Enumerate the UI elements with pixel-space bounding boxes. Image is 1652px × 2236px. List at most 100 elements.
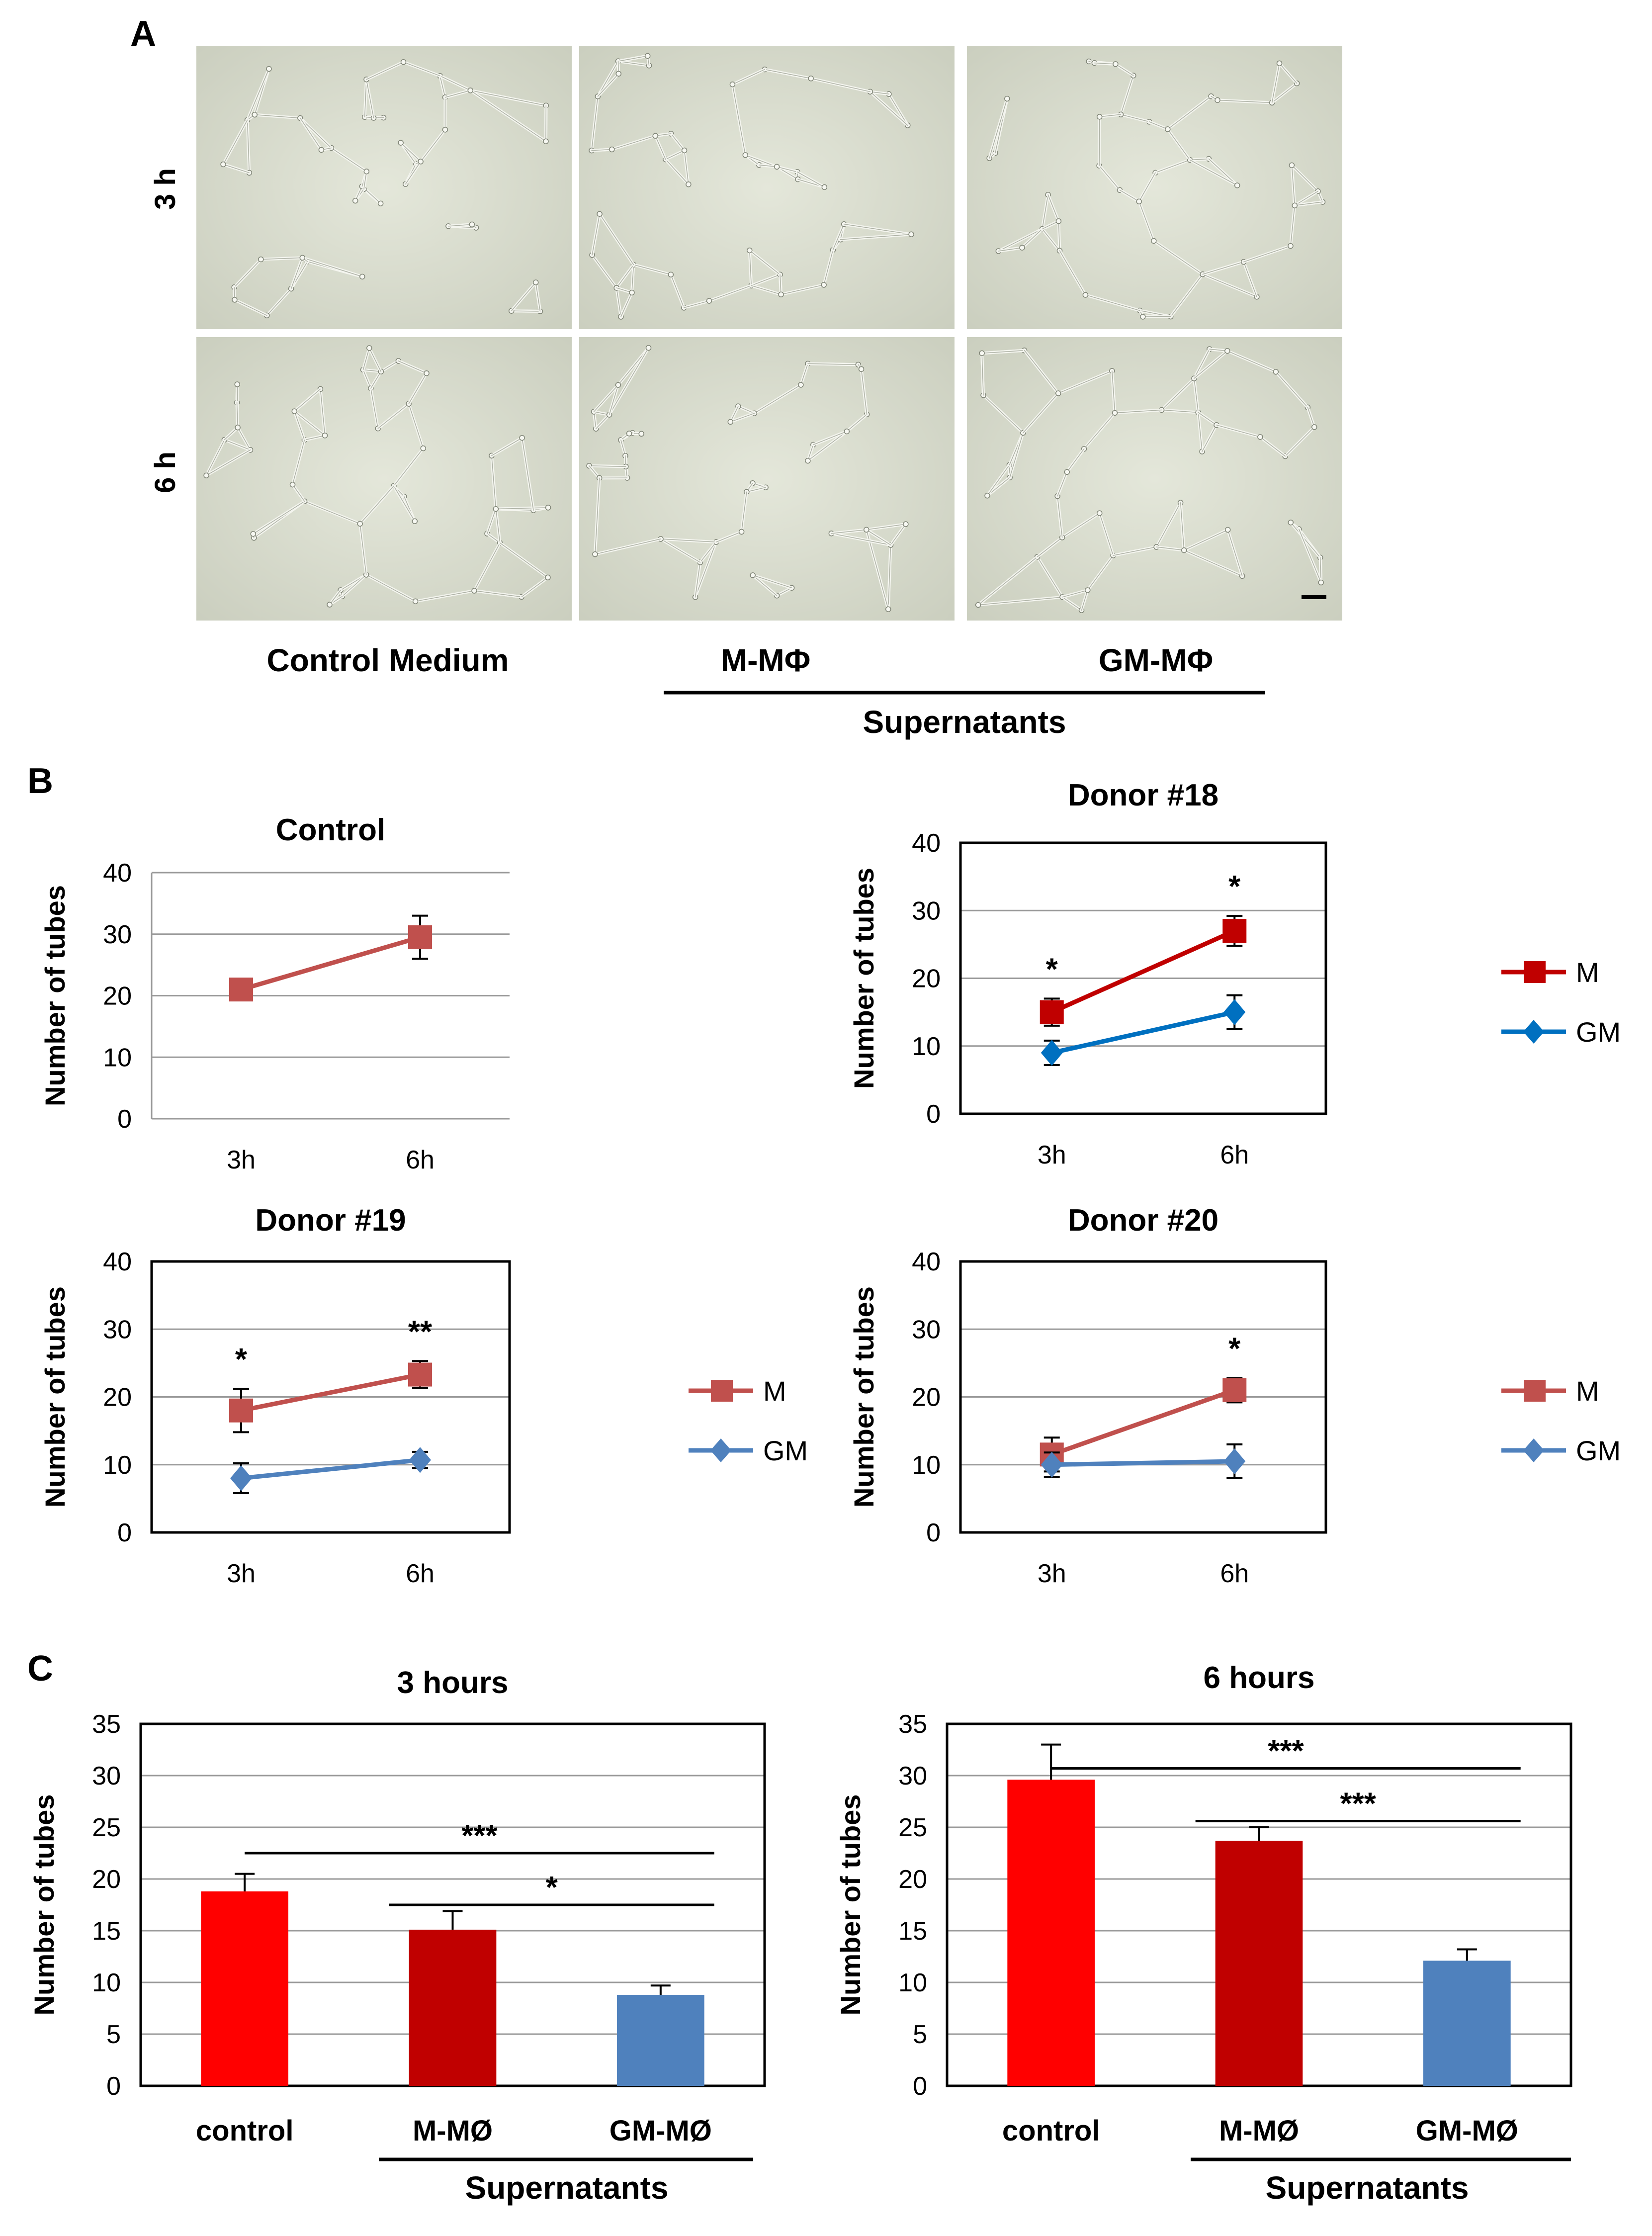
tube-network	[986, 58, 1326, 320]
cell-node	[808, 76, 814, 82]
chart-title: Donor #19	[255, 1203, 406, 1238]
cell-node	[469, 221, 475, 228]
cell-node	[778, 291, 784, 297]
tube-edge	[1260, 437, 1286, 457]
cell-node	[471, 588, 477, 594]
cell-node	[1055, 218, 1062, 224]
tube-edge	[1024, 350, 1059, 394]
cell-node	[1257, 434, 1263, 440]
y-tick-label: 5	[913, 2020, 927, 2049]
series-line-m	[1050, 929, 1236, 1014]
cell-node	[885, 606, 891, 612]
chart-title: Control	[276, 813, 385, 847]
tube-edge	[670, 274, 685, 308]
tube-edge	[1183, 549, 1243, 577]
cell-node	[1292, 202, 1298, 209]
tube-edge	[304, 435, 326, 441]
tube-edge	[234, 299, 267, 316]
y-tick-label: 40	[103, 1248, 132, 1276]
tube-edge	[866, 529, 891, 545]
bar-chart-3-hours: 3 hours 0 5 10 15 20 25 30 35 Number of tubes cont…	[28, 1666, 766, 2147]
tube-edge	[365, 574, 416, 602]
tube-edge	[1156, 502, 1181, 547]
y-tick-label: 10	[103, 1451, 132, 1480]
x-tick-label: 6h	[406, 1146, 435, 1174]
y-tick-label: 40	[103, 859, 132, 888]
cell-node	[1311, 424, 1317, 430]
tube-edge	[369, 348, 382, 372]
tube-edge	[398, 360, 427, 374]
cell-node	[352, 197, 358, 204]
tube-edge	[380, 360, 399, 372]
data-point-m	[1222, 919, 1247, 943]
micrograph-3h-gm-mphi	[967, 46, 1342, 329]
tube-edge	[732, 84, 746, 156]
cell-node	[798, 382, 804, 388]
cell-node	[1112, 410, 1118, 416]
tube-edge	[362, 348, 370, 370]
tube-edge	[1217, 99, 1273, 103]
tube-edge	[377, 403, 409, 429]
y-tick-label: 40	[912, 829, 941, 858]
x-tick-label: GM-MØ	[1416, 2115, 1518, 2147]
tube-edge	[1155, 159, 1191, 174]
tube-edge	[1138, 201, 1154, 242]
tube-edge	[470, 90, 547, 106]
y-tick-label: 0	[106, 2072, 121, 2101]
cell-node	[220, 161, 226, 168]
tube-edge	[998, 228, 1043, 252]
supernatants-label-c1: Supernatants	[465, 2170, 669, 2206]
tube-edge	[1279, 63, 1298, 84]
panel-b: B Control 0 10 20 30 40 Number of tubes 3h 6h Do…	[27, 761, 1621, 1588]
tube-edge	[1099, 165, 1121, 191]
tube-edge	[206, 449, 251, 476]
cell-node	[681, 147, 688, 154]
tube-edge	[609, 347, 649, 415]
tube-edge	[1209, 349, 1228, 352]
cell-node	[363, 169, 370, 175]
tube-edge	[730, 413, 755, 423]
tube-edge	[1243, 245, 1291, 263]
cell-node	[442, 127, 448, 133]
tube-edge	[1022, 228, 1043, 248]
tube-edge	[363, 171, 367, 190]
cell-node	[1096, 114, 1103, 120]
cell-node	[821, 282, 827, 288]
tube-edge	[302, 257, 363, 277]
cell-node	[258, 256, 264, 263]
tube-edge	[439, 75, 446, 98]
x-tick-label: 6h	[1220, 1559, 1249, 1588]
chart-title: Donor #18	[1068, 778, 1218, 812]
y-tick-label: 20	[898, 1865, 927, 1894]
tube-edge	[589, 465, 626, 467]
x-tick-label: control	[1002, 2115, 1100, 2147]
legend-marker-square	[1524, 1380, 1546, 1402]
y-tick-label: 30	[92, 1762, 121, 1790]
tube-edge	[998, 247, 1023, 252]
tube-edge	[665, 159, 689, 185]
legend-label: M	[1576, 1375, 1599, 1407]
tube-edge	[1227, 529, 1243, 577]
tube-edge	[684, 150, 689, 185]
tube-edge	[1081, 590, 1088, 611]
micrograph-grid	[196, 46, 1342, 621]
cell-node	[609, 146, 615, 153]
tube-edge	[366, 62, 404, 80]
tube-edge	[1138, 172, 1156, 202]
tube-network	[589, 53, 914, 320]
tube-edge	[1291, 165, 1296, 206]
x-tick-label: control	[196, 2115, 294, 2147]
cell-node	[318, 147, 325, 153]
tube-edge	[1161, 378, 1195, 411]
cell-node	[805, 457, 811, 464]
tube-edge	[1062, 597, 1082, 611]
tube-edge	[495, 508, 501, 543]
cell-node	[858, 366, 865, 372]
cell-node	[252, 111, 258, 118]
cell-node	[203, 472, 209, 478]
data-point-control	[408, 925, 432, 949]
tube-edge	[1194, 350, 1228, 379]
cell-node	[1140, 314, 1146, 320]
cell-node	[1064, 469, 1070, 475]
tube-edge	[1183, 529, 1228, 551]
